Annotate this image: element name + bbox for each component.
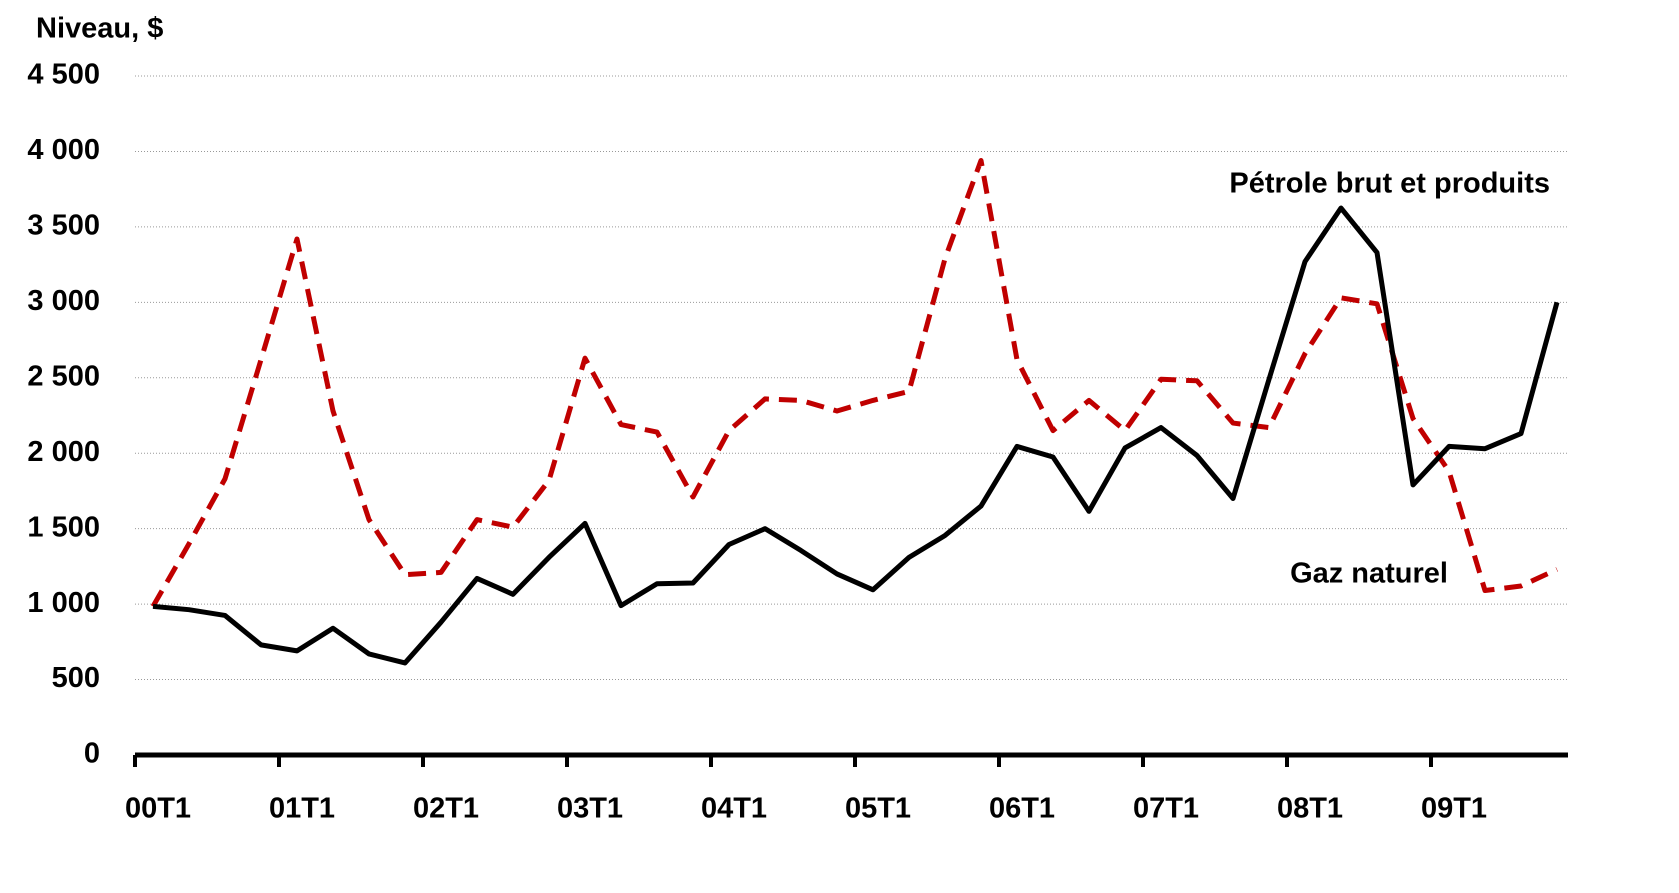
- y-tick-label: 2 000: [27, 436, 100, 468]
- y-tick-label: 4 000: [27, 134, 100, 166]
- x-tick-label: 05T1: [845, 793, 911, 825]
- y-tick-label: 3 000: [27, 285, 100, 317]
- x-tick-label: 04T1: [701, 793, 767, 825]
- y-tick-label: 500: [52, 662, 100, 694]
- y-tick-label: 1 500: [27, 511, 100, 543]
- x-tick-label: 08T1: [1277, 793, 1343, 825]
- x-tick-label: 00T1: [125, 793, 191, 825]
- y-tick-label: 1 000: [27, 587, 100, 619]
- x-tick-label: 07T1: [1133, 793, 1199, 825]
- x-tick-label: 06T1: [989, 793, 1055, 825]
- x-tick-label: 01T1: [269, 793, 335, 825]
- y-tick-label: 3 500: [27, 210, 100, 242]
- y-tick-label: 2 500: [27, 360, 100, 392]
- x-tick-label: 09T1: [1421, 793, 1487, 825]
- x-tick-label: 02T1: [413, 793, 479, 825]
- y-axis-label: Niveau, $: [36, 13, 163, 45]
- y-tick-label: 4 500: [27, 59, 100, 91]
- x-tick-label: 03T1: [557, 793, 623, 825]
- series-annotation: Pétrole brut et produits: [1229, 168, 1550, 200]
- y-tick-label: 0: [84, 738, 100, 770]
- series-annotation: Gaz naturel: [1290, 558, 1448, 590]
- line-series: [152, 205, 1560, 666]
